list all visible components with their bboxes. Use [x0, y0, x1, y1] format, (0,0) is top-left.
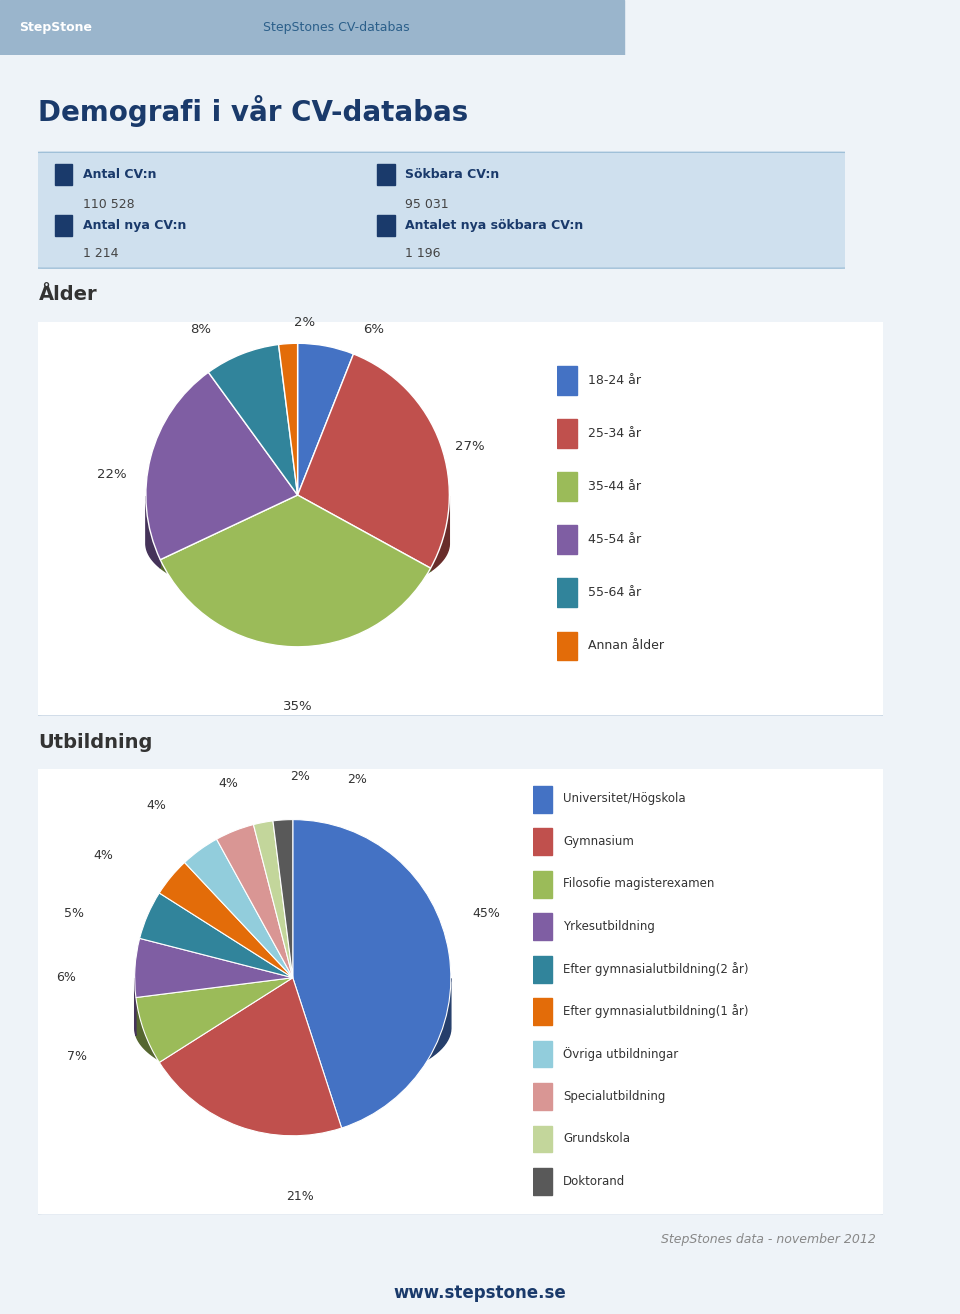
Bar — [533, 1083, 552, 1110]
Text: 55-64 år: 55-64 år — [588, 586, 640, 599]
Polygon shape — [159, 1010, 342, 1088]
Text: StepStones CV-databas: StepStones CV-databas — [263, 21, 409, 34]
Text: 2%: 2% — [348, 773, 368, 786]
Bar — [533, 955, 552, 983]
Text: 6%: 6% — [56, 971, 76, 984]
Polygon shape — [136, 986, 159, 1060]
Wedge shape — [298, 353, 449, 568]
Wedge shape — [139, 894, 293, 978]
Text: 18-24 år: 18-24 år — [588, 374, 640, 386]
Text: 45-54 år: 45-54 år — [588, 533, 640, 547]
Wedge shape — [273, 820, 293, 978]
Bar — [55, 215, 72, 237]
Text: 25-34 år: 25-34 år — [588, 427, 640, 440]
Polygon shape — [160, 519, 431, 600]
Text: 4%: 4% — [93, 849, 113, 862]
Wedge shape — [146, 372, 298, 560]
Text: 35%: 35% — [283, 699, 312, 712]
Wedge shape — [208, 344, 298, 495]
Text: Sökbara CV:n: Sökbara CV:n — [405, 168, 499, 181]
Bar — [533, 999, 552, 1025]
Text: 5%: 5% — [64, 907, 84, 920]
Text: Filosofie magisterexamen: Filosofie magisterexamen — [563, 878, 714, 890]
Text: 35-44 år: 35-44 år — [588, 480, 640, 493]
Text: 4%: 4% — [146, 799, 166, 812]
Wedge shape — [298, 343, 353, 495]
Wedge shape — [278, 343, 298, 495]
Text: 7%: 7% — [67, 1050, 87, 1063]
Polygon shape — [431, 497, 449, 572]
Polygon shape — [342, 979, 451, 1085]
Polygon shape — [134, 978, 136, 1035]
Bar — [533, 1168, 552, 1194]
Text: 2%: 2% — [294, 317, 315, 328]
Text: 1 196: 1 196 — [405, 247, 441, 260]
Bar — [557, 578, 577, 607]
Bar — [533, 828, 552, 855]
Text: 110 528: 110 528 — [83, 198, 134, 210]
Bar — [377, 164, 395, 185]
Text: Demografi i vår CV-databas: Demografi i vår CV-databas — [38, 96, 468, 127]
Text: 21%: 21% — [286, 1189, 314, 1202]
Bar — [557, 526, 577, 555]
Bar — [557, 365, 577, 396]
Text: Specialutbildning: Specialutbildning — [563, 1089, 665, 1102]
Text: 2%: 2% — [290, 770, 310, 783]
Text: Yrkesutbildning: Yrkesutbildning — [563, 920, 655, 933]
Polygon shape — [146, 495, 160, 568]
Text: Övriga utbildningar: Övriga utbildningar — [563, 1047, 679, 1060]
Text: 6%: 6% — [363, 323, 384, 336]
Bar — [557, 419, 577, 448]
Text: 8%: 8% — [190, 323, 211, 336]
Text: Gymnasium: Gymnasium — [563, 834, 634, 848]
Text: Efter gymnasialutbildning(2 år): Efter gymnasialutbildning(2 år) — [563, 962, 749, 975]
Text: www.stepstone.se: www.stepstone.se — [394, 1284, 566, 1302]
Bar — [377, 215, 395, 237]
Bar — [557, 632, 577, 661]
Wedge shape — [160, 495, 431, 646]
Bar — [533, 1126, 552, 1152]
Wedge shape — [293, 820, 451, 1127]
Wedge shape — [136, 978, 293, 1063]
Text: 45%: 45% — [473, 907, 501, 920]
Text: Antal CV:n: Antal CV:n — [83, 168, 156, 181]
Bar — [557, 472, 577, 501]
Text: 22%: 22% — [97, 468, 126, 481]
Text: StepStones data - november 2012: StepStones data - november 2012 — [660, 1234, 876, 1247]
Bar — [55, 164, 72, 185]
Text: Annan ålder: Annan ålder — [588, 640, 663, 653]
Bar — [533, 1041, 552, 1067]
FancyBboxPatch shape — [26, 766, 896, 1215]
Wedge shape — [253, 821, 293, 978]
Bar — [533, 871, 552, 897]
Text: Antal nya CV:n: Antal nya CV:n — [83, 219, 186, 233]
FancyBboxPatch shape — [26, 152, 857, 268]
Wedge shape — [159, 862, 293, 978]
Text: Universitet/Högskola: Universitet/Högskola — [563, 792, 685, 805]
Wedge shape — [159, 978, 342, 1135]
Text: Efter gymnasialutbildning(1 år): Efter gymnasialutbildning(1 år) — [563, 1004, 749, 1018]
Text: 1 214: 1 214 — [83, 247, 118, 260]
Text: 27%: 27% — [455, 440, 485, 453]
Text: Grundskola: Grundskola — [563, 1133, 630, 1144]
Wedge shape — [134, 938, 293, 997]
Wedge shape — [217, 825, 293, 978]
Text: 4%: 4% — [218, 777, 238, 790]
Bar — [533, 913, 552, 940]
Text: Doktorand: Doktorand — [563, 1175, 625, 1188]
Wedge shape — [184, 840, 293, 978]
Text: Utbildning: Utbildning — [38, 733, 153, 752]
Bar — [0, 0, 624, 55]
Text: StepStone: StepStone — [19, 21, 92, 34]
Bar — [533, 786, 552, 812]
Text: Ålder: Ålder — [38, 285, 97, 305]
FancyBboxPatch shape — [26, 321, 896, 716]
Text: Antalet nya sökbara CV:n: Antalet nya sökbara CV:n — [405, 219, 584, 233]
Text: 95 031: 95 031 — [405, 198, 449, 210]
